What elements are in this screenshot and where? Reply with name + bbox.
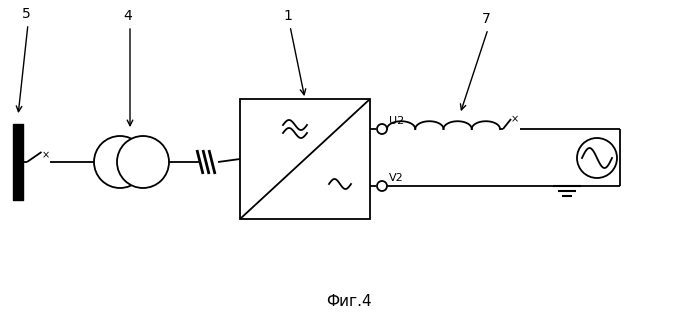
Circle shape <box>377 124 387 134</box>
Text: 4: 4 <box>124 9 133 23</box>
Text: ×: × <box>511 114 519 124</box>
Circle shape <box>94 136 146 188</box>
Text: V2: V2 <box>389 173 403 183</box>
Text: 5: 5 <box>22 7 31 21</box>
Text: U2: U2 <box>389 116 404 126</box>
Circle shape <box>577 138 617 178</box>
Circle shape <box>117 136 169 188</box>
Text: 1: 1 <box>283 9 292 23</box>
Text: 7: 7 <box>482 12 491 26</box>
Circle shape <box>377 181 387 191</box>
Bar <box>240 99 370 219</box>
Text: ×: × <box>41 150 50 160</box>
Text: Фиг.4: Фиг.4 <box>326 295 372 309</box>
